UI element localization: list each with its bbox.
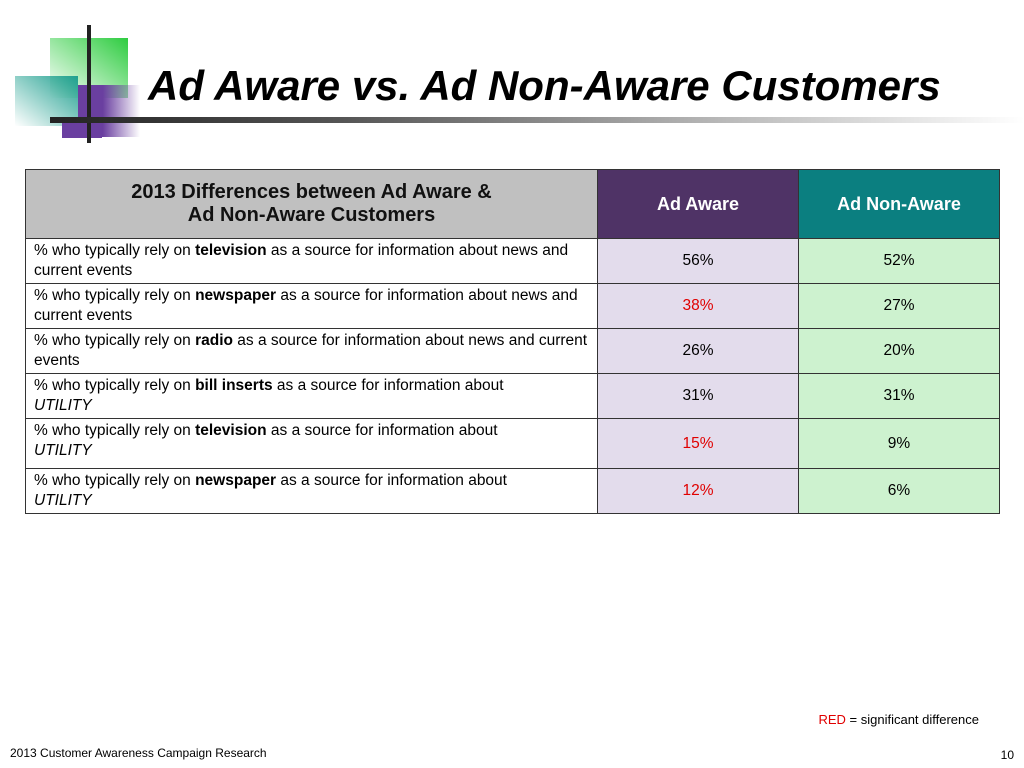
row-description: % who typically rely on radio as a sourc…: [25, 328, 598, 374]
table-header-row: 2013 Differences between Ad Aware & Ad No…: [25, 169, 1000, 239]
desc-text: % who typically rely on: [34, 332, 196, 349]
desc-source: radio: [195, 332, 233, 349]
desc-text: % who typically rely on: [34, 422, 196, 439]
row-description: % who typically rely on bill inserts as …: [25, 373, 598, 419]
desc-utility: UTILITY: [34, 492, 92, 509]
desc-source: television: [195, 242, 267, 259]
ad-nonaware-value: 20%: [798, 328, 1000, 374]
footer-text: 2013 Customer Awareness Campaign Researc…: [10, 746, 267, 760]
desc-text-rest: as a source for information about: [266, 422, 498, 439]
legend-red-word: RED: [818, 712, 846, 727]
ad-nonaware-value: 52%: [798, 238, 1000, 284]
row-description: % who typically rely on newspaper as a s…: [25, 468, 598, 514]
ad-aware-value: 26%: [597, 328, 799, 374]
desc-source: bill inserts: [195, 377, 273, 394]
comparison-table: 2013 Differences between Ad Aware & Ad No…: [25, 169, 1000, 514]
question-header-line1: 2013 Differences between Ad Aware &: [131, 181, 492, 203]
desc-text: % who typically rely on: [34, 472, 196, 489]
desc-text-rest: as a source for information about: [272, 377, 504, 394]
page-number: 10: [1000, 748, 1014, 762]
ad-nonaware-header: Ad Non-Aware: [798, 169, 1000, 239]
desc-text-rest: as a source for information about news a…: [34, 287, 578, 324]
table-row: % who typically rely on bill inserts as …: [25, 373, 1000, 419]
slide-title: Ad Aware vs. Ad Non-Aware Customers: [148, 62, 941, 109]
desc-source: newspaper: [195, 472, 277, 489]
desc-text-rest: as a source for information about: [276, 472, 507, 489]
ad-aware-value: 15%: [597, 418, 799, 469]
question-header: 2013 Differences between Ad Aware & Ad No…: [25, 169, 598, 239]
desc-text-rest: as a source for information about news a…: [34, 332, 588, 369]
ad-aware-value: 31%: [597, 373, 799, 419]
desc-source: newspaper: [195, 287, 277, 304]
ad-aware-value: 12%: [597, 468, 799, 514]
title-underline: [50, 117, 1024, 123]
ad-nonaware-value: 9%: [798, 418, 1000, 469]
ad-nonaware-value: 31%: [798, 373, 1000, 419]
desc-text-rest: as a source for information about news a…: [34, 242, 569, 279]
significance-legend: RED = significant difference: [818, 712, 979, 727]
ad-nonaware-value: 6%: [798, 468, 1000, 514]
table-row: % who typically rely on newspaper as a s…: [25, 468, 1000, 514]
legend-text: = significant difference: [845, 712, 979, 727]
desc-text: % who typically rely on: [34, 287, 196, 304]
ad-aware-value: 56%: [597, 238, 799, 284]
desc-text: % who typically rely on: [34, 377, 196, 394]
question-header-line2: Ad Non-Aware Customers: [187, 204, 436, 226]
row-description: % who typically rely on television as a …: [25, 418, 598, 469]
ad-aware-header: Ad Aware: [597, 169, 799, 239]
table-row: % who typically rely on newspaper as a s…: [25, 283, 1000, 329]
ad-aware-value: 38%: [597, 283, 799, 329]
table-row: % who typically rely on television as a …: [25, 418, 1000, 469]
desc-source: television: [195, 422, 267, 439]
row-description: % who typically rely on newspaper as a s…: [25, 283, 598, 329]
ad-nonaware-value: 27%: [798, 283, 1000, 329]
desc-text: % who typically rely on: [34, 242, 196, 259]
desc-utility: UTILITY: [34, 397, 92, 414]
table-row: % who typically rely on radio as a sourc…: [25, 328, 1000, 374]
desc-utility: UTILITY: [34, 442, 92, 459]
table-row: % who typically rely on television as a …: [25, 238, 1000, 284]
row-description: % who typically rely on television as a …: [25, 238, 598, 284]
